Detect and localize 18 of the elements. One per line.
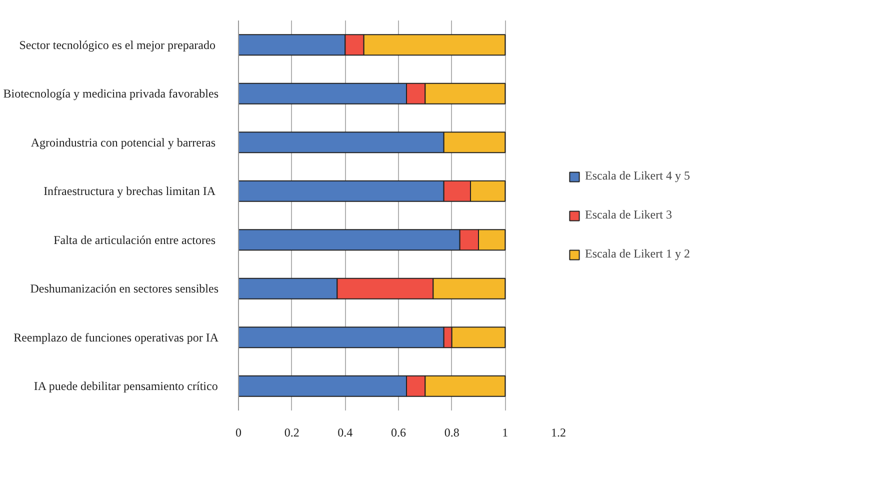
legend-label: Escala de Likert 3 — [585, 208, 672, 222]
y-tick-label: Biotecnología y medicina privada favorables — [3, 86, 219, 101]
legend-label: Escala de Likert 4 y 5 — [585, 168, 690, 184]
y-tick-label: Reemplazo de funciones operativas por IA — [14, 330, 219, 344]
y-tick-label: IA puede debilitar pensamiento crítico — [34, 379, 218, 394]
x-tick-label: 0.4 — [338, 426, 353, 440]
x-tick-label: 1.2 — [551, 426, 566, 440]
y-tick-label: Agroindustria con potencial y barreras — [30, 135, 216, 150]
x-tick-label: 0.8 — [444, 426, 460, 440]
x-tick-label: 0.2 — [284, 426, 300, 440]
x-tick-label: 0 — [236, 426, 242, 440]
x-tick-label: 0.6 — [391, 426, 406, 440]
y-tick-label: Deshumanización en sectores sensibles — [30, 282, 219, 296]
y-tick-label: Sector tecnológico es el mejor preparado — [19, 38, 216, 52]
y-tick-label: Infraestructura y brechas limitan IA — [44, 184, 216, 198]
legend-label: Escala de Likert 1 y 2 — [585, 246, 690, 262]
x-tick-label: 1 — [502, 426, 508, 440]
y-tick-label: Falta de articulación entre actores — [54, 232, 216, 247]
